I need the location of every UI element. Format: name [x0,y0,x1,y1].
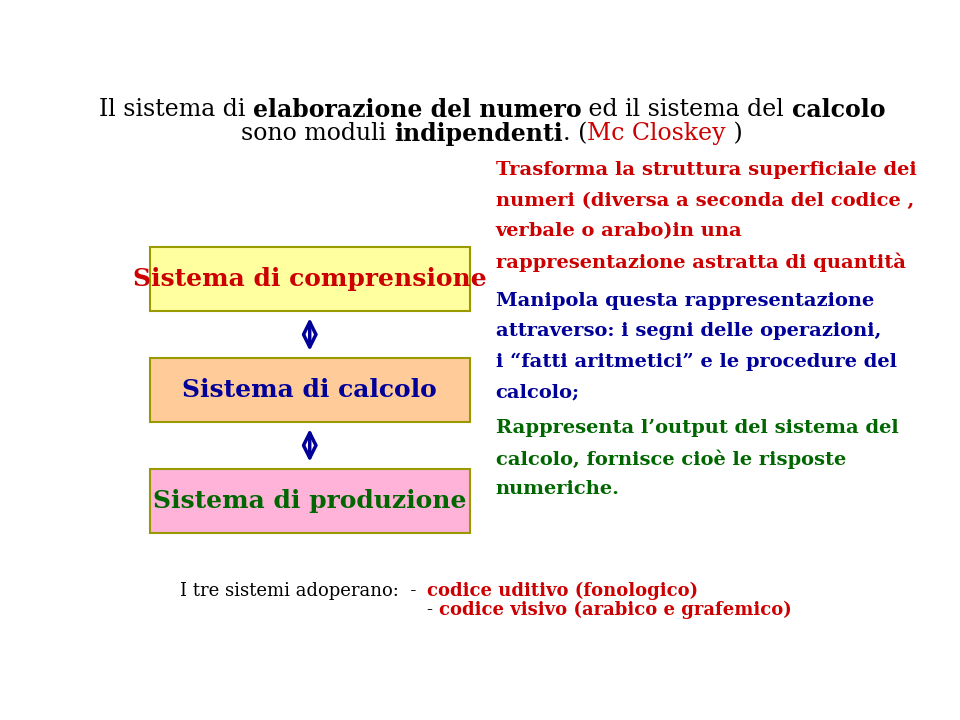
Text: codice visivo (arabico e grafemico): codice visivo (arabico e grafemico) [439,601,792,619]
Text: Sistema di calcolo: Sistema di calcolo [182,378,437,402]
Text: -: - [427,601,439,619]
Text: rappresentazione astratta di quantità: rappresentazione astratta di quantità [495,253,905,272]
Text: elaborazione del numero: elaborazione del numero [252,98,582,122]
Text: indipendenti: indipendenti [394,122,563,145]
Text: Trasforma la struttura superficiale dei: Trasforma la struttura superficiale dei [495,161,917,179]
Text: sono moduli: sono moduli [241,122,394,145]
Text: Sistema di produzione: Sistema di produzione [153,489,467,513]
Text: Rappresenta l’output del sistema del: Rappresenta l’output del sistema del [495,419,899,437]
Text: numeriche.: numeriche. [495,480,620,498]
Text: calcolo: calcolo [792,98,885,122]
Text: Manipola questa rappresentazione: Manipola questa rappresentazione [495,292,874,310]
Text: ): ) [726,122,743,145]
Text: codice uditivo (fonologico): codice uditivo (fonologico) [427,582,699,600]
Text: calcolo, fornisce cioè le risposte: calcolo, fornisce cioè le risposte [495,449,846,469]
Text: Il sistema di: Il sistema di [99,98,252,121]
Text: i “fatti aritmetici” e le procedure del: i “fatti aritmetici” e le procedure del [495,353,897,371]
Text: numeri (diversa a seconda del codice ,: numeri (diversa a seconda del codice , [495,192,914,210]
Text: attraverso: i segni delle operazioni,: attraverso: i segni delle operazioni, [495,322,881,340]
Text: Sistema di comprensione: Sistema di comprensione [132,267,487,291]
Text: Mc Closkey: Mc Closkey [588,122,726,145]
Text: I tre sistemi adoperano:  -: I tre sistemi adoperano: - [180,582,427,600]
FancyBboxPatch shape [150,358,469,422]
Text: calcolo;: calcolo; [495,383,580,401]
Text: ed il sistema del: ed il sistema del [582,98,792,121]
Text: verbale o arabo)in una: verbale o arabo)in una [495,222,742,240]
FancyBboxPatch shape [150,469,469,533]
FancyBboxPatch shape [150,247,469,311]
Text: . (: . ( [563,122,588,145]
